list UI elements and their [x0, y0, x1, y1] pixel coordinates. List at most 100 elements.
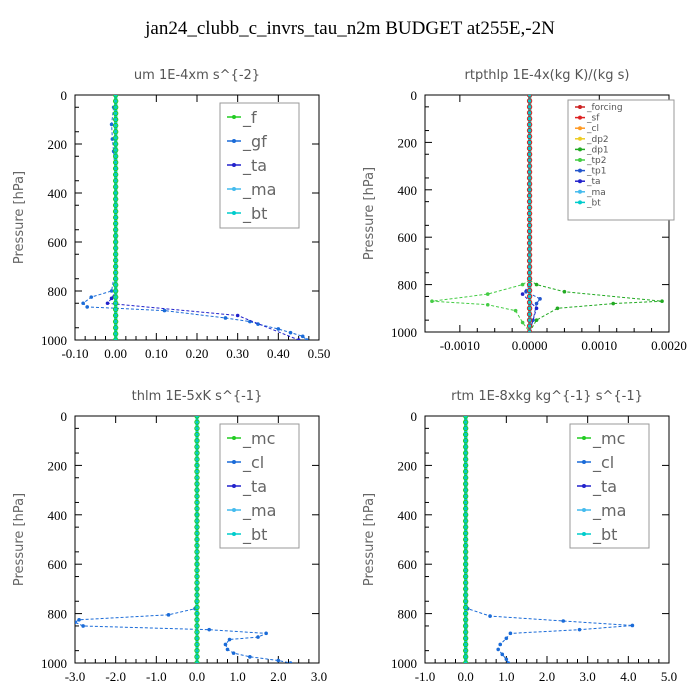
data-point: [89, 295, 94, 299]
x-tick-label: 0.10: [145, 346, 168, 361]
data-point: [113, 240, 118, 244]
y-tick-label: 400: [398, 183, 418, 198]
data-point: [506, 661, 511, 663]
zero-line-marker: [112, 165, 119, 172]
zero-line-marker: [526, 193, 533, 199]
zero-line-marker: [194, 438, 200, 444]
legend: _mc _cl _ta _ma _bt: [569, 423, 650, 549]
legend: _f _gf _ta _ma _bt: [219, 102, 300, 229]
y-axis-label: Pressure [hPa]: [362, 167, 377, 260]
legend-marker: [578, 115, 582, 120]
series-line-dp1: [529, 95, 663, 332]
zero-line-marker: [194, 592, 200, 598]
zero-line-marker: [194, 549, 200, 555]
zero-line-marker: [526, 95, 533, 98]
zero-line-marker: [194, 598, 200, 604]
zero-line-marker: [462, 512, 469, 518]
legend-marker: [578, 126, 582, 131]
x-tick-label: 4.0: [620, 669, 636, 684]
data-point: [500, 652, 505, 657]
data-point: [520, 292, 525, 296]
zero-line-marker: [194, 456, 200, 462]
zero-line-marker: [194, 641, 200, 648]
legend-label: _dp2: [586, 135, 609, 145]
data-point: [561, 619, 566, 623]
data-point: [109, 289, 114, 293]
data-point: [534, 306, 539, 311]
zero-line-marker: [462, 610, 469, 617]
series-group: [430, 95, 664, 332]
zero-line-marker: [112, 331, 119, 337]
zero-line-marker: [526, 228, 533, 234]
zero-line-marker: [462, 493, 469, 499]
zero-line-marker: [526, 204, 533, 211]
legend-label: _f: [242, 108, 257, 128]
y-tick-label: 800: [398, 607, 418, 622]
x-tick-label: -1.0: [415, 669, 436, 684]
data-point: [235, 313, 240, 318]
zero-line-marker: [462, 542, 469, 549]
x-tick-label: 0.0000: [512, 338, 548, 353]
zero-line-marker: [112, 318, 119, 325]
data-point: [223, 316, 228, 320]
data-point: [113, 338, 118, 340]
legend-marker: [578, 168, 582, 173]
y-tick-label: 200: [398, 458, 418, 473]
x-tick-label: 0.0: [458, 669, 474, 684]
zero-line-marker: [526, 121, 533, 128]
legend-label: _ta: [242, 477, 267, 497]
data-point: [195, 416, 199, 418]
zero-line-marker: [526, 198, 533, 205]
zero-line-marker: [462, 536, 469, 543]
legend: _forcing_sf_cl_dp2_dp1_tp2_tp1_ta_ma_bt: [567, 99, 675, 221]
zero-line-marker: [194, 567, 200, 574]
zero-line-marker: [112, 233, 119, 239]
data-point: [555, 306, 560, 311]
x-tick-label: 0.0020: [651, 338, 687, 353]
zero-line-marker: [462, 468, 469, 475]
legend-label: _bt: [242, 204, 267, 224]
zero-line-marker: [526, 145, 533, 152]
zero-line-marker: [112, 184, 119, 190]
data-point: [223, 642, 228, 647]
data-point: [288, 661, 293, 663]
zero-line-marker: [194, 475, 200, 481]
zero-line-marker: [194, 647, 200, 654]
legend-label: _ma: [592, 501, 626, 521]
legend-marker: [578, 158, 582, 162]
legend-label: _mc: [592, 429, 625, 449]
y-tick-label: 600: [398, 557, 418, 572]
zero-line-marker: [112, 220, 119, 227]
zero-line-marker: [112, 122, 119, 129]
zero-line-marker: [462, 549, 469, 555]
zero-line-marker: [526, 222, 533, 229]
zero-line-marker: [462, 425, 469, 432]
data-point: [463, 611, 468, 616]
x-tick-label: 2.0: [270, 669, 286, 684]
zero-line-marker: [462, 561, 469, 567]
x-tick-label: 2.0: [539, 669, 555, 684]
y-tick-label: 800: [48, 607, 68, 622]
zero-line-marker: [112, 263, 119, 270]
zero-line-marker: [462, 598, 469, 604]
y-tick-label: 400: [48, 186, 68, 201]
data-point: [527, 95, 532, 97]
zero-line-marker: [462, 604, 469, 611]
zero-line-marker: [462, 505, 469, 512]
zero-line-marker: [194, 512, 200, 518]
y-axis-label: Pressure [hPa]: [362, 493, 377, 586]
zero-line-marker: [194, 444, 200, 450]
zero-line-marker: [462, 530, 469, 537]
x-tick-label: -2.0: [105, 669, 126, 684]
zero-line-marker: [112, 135, 119, 141]
panel-title: rtpthlp 1E-4x(kg K)/(kg s): [465, 68, 630, 83]
data-point: [109, 296, 114, 301]
zero-line-marker: [112, 294, 119, 300]
panel-1: um 1E-4xm s^{-2} Pressure [hPa] -0.10 0.00 0…: [12, 68, 330, 361]
zero-line-marker: [526, 264, 533, 270]
data-point: [520, 282, 525, 287]
series-group: [75, 416, 293, 663]
zero-line-marker: [194, 431, 200, 438]
zero-line-marker: [194, 555, 200, 561]
legend-label: _bt: [592, 525, 617, 545]
